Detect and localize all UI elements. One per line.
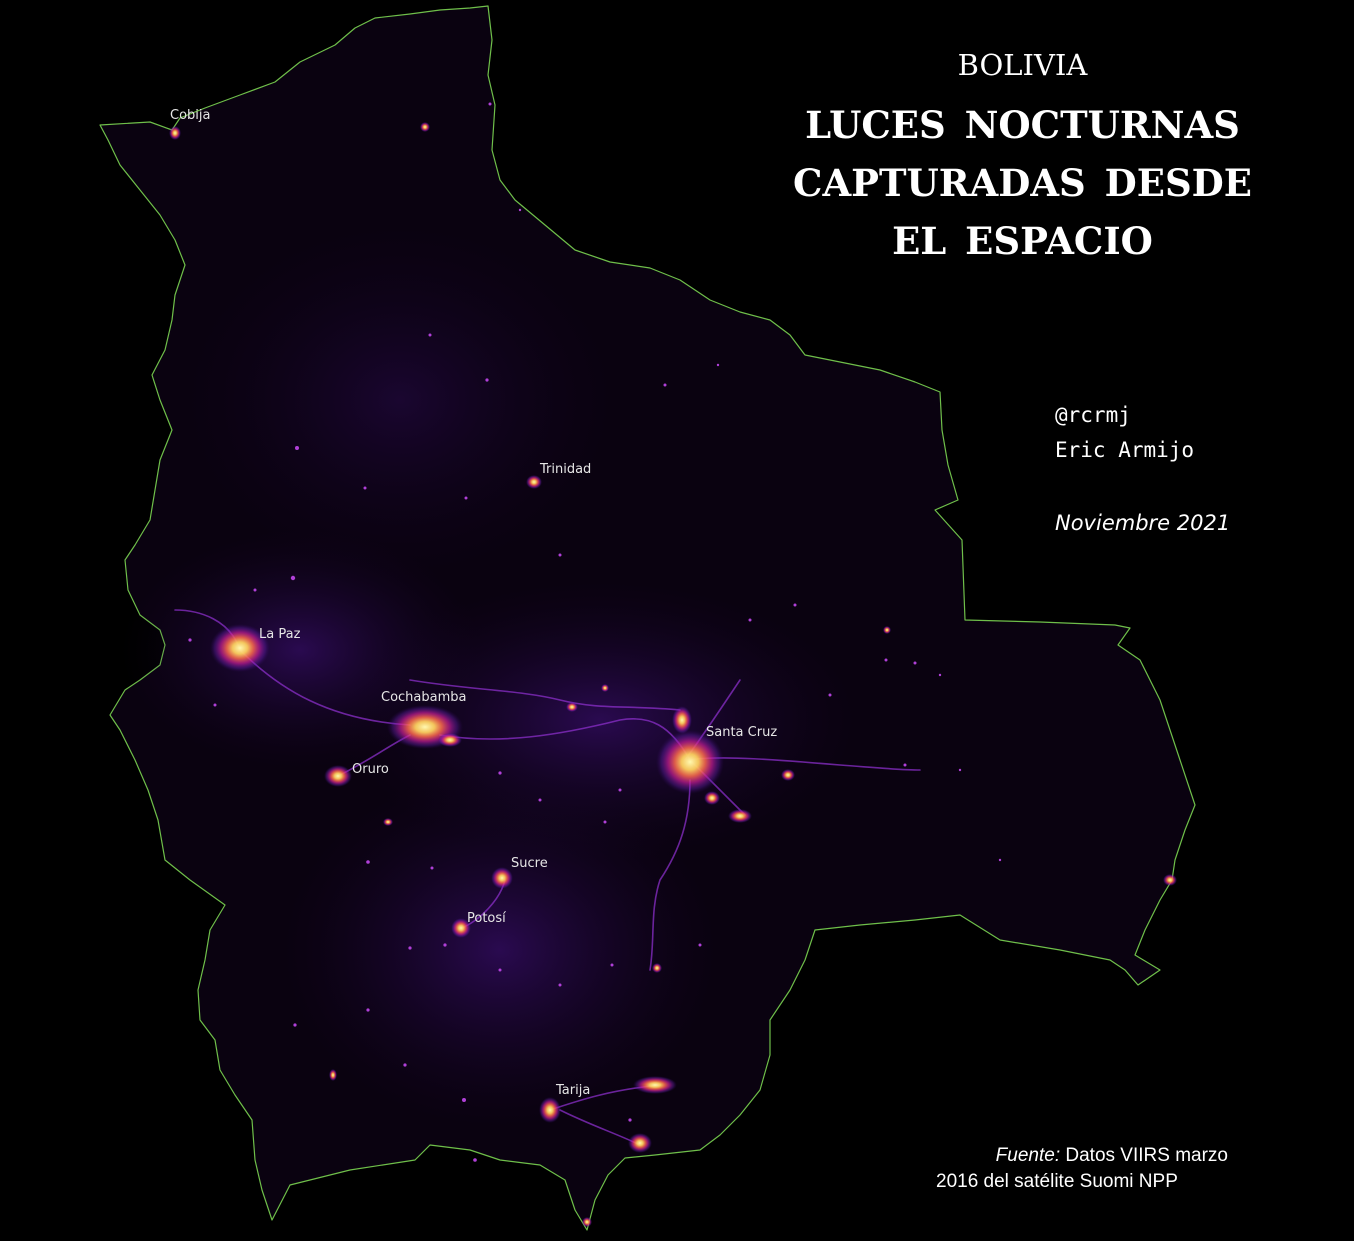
glow-puerto-suarez xyxy=(1163,874,1177,886)
author-name: Eric Armijo xyxy=(1055,438,1195,462)
ambient-haze xyxy=(120,220,860,1130)
source-prefix: Fuente: xyxy=(995,1145,1061,1166)
city-label-la-paz: La Paz xyxy=(259,627,301,642)
city-label-trinidad: Trinidad xyxy=(540,462,592,477)
glow-la-paz xyxy=(210,624,270,672)
city-label-tarija: Tarija xyxy=(556,1083,591,1098)
glow-eastern xyxy=(781,769,795,781)
glow-small-g xyxy=(883,626,891,634)
glow-cobija xyxy=(169,126,181,140)
glow-montero xyxy=(728,809,752,823)
glow-small-a xyxy=(566,702,578,712)
glow-trinidad xyxy=(526,475,542,489)
title-line-3: EL ESPACIO xyxy=(892,219,1153,263)
scattered-lights xyxy=(188,102,1002,1162)
title-kicker: BOLIVIA xyxy=(957,48,1088,82)
glow-small-f xyxy=(383,818,393,826)
title-line-2: CAPTURADAS DESDE xyxy=(793,161,1252,205)
glow-small-e xyxy=(582,1217,592,1227)
city-label-sucre: Sucre xyxy=(511,856,548,871)
glow-small-b xyxy=(601,684,609,692)
publication-date: Noviembre 2021 xyxy=(1055,511,1231,535)
city-label-potosi: Potosí xyxy=(467,911,506,926)
city-lights xyxy=(169,122,1177,1227)
glow-quillacollo xyxy=(438,733,462,747)
glow-oruro xyxy=(324,765,352,787)
glow-santa-cruz xyxy=(656,730,724,794)
source-line-1: Datos VIIRS marzo xyxy=(1065,1145,1228,1166)
glow-potosi xyxy=(451,918,471,938)
glow-riberalta xyxy=(420,122,430,132)
city-label-santa-cruz: Santa Cruz xyxy=(706,725,778,740)
author-handle: @rcrmj xyxy=(1055,403,1131,427)
city-label-cobija: Cobija xyxy=(170,108,211,123)
map-title: LUCES NOCTURNAS CAPTURADAS DESDE EL ESPA… xyxy=(790,96,1255,270)
glow-small-c xyxy=(652,963,662,973)
glow-warnes xyxy=(704,791,720,805)
title-line-1: LUCES NOCTURNAS xyxy=(805,103,1240,147)
glow-villamontes xyxy=(633,1076,677,1094)
glow-sucre xyxy=(491,867,513,889)
glow-small-d xyxy=(329,1069,337,1081)
glow-yacuiba-a xyxy=(628,1133,652,1153)
glow-santa-cruz-north xyxy=(672,706,692,734)
city-label-oruro: Oruro xyxy=(352,762,389,777)
glow-tarija xyxy=(539,1097,561,1123)
source-note: Fuente: Datos VIIRS marzo 2016 del satél… xyxy=(928,1143,1228,1195)
city-label-cochabamba: Cochabamba xyxy=(381,690,467,705)
source-line-2: 2016 del satélite Suomi NPP xyxy=(936,1171,1178,1192)
